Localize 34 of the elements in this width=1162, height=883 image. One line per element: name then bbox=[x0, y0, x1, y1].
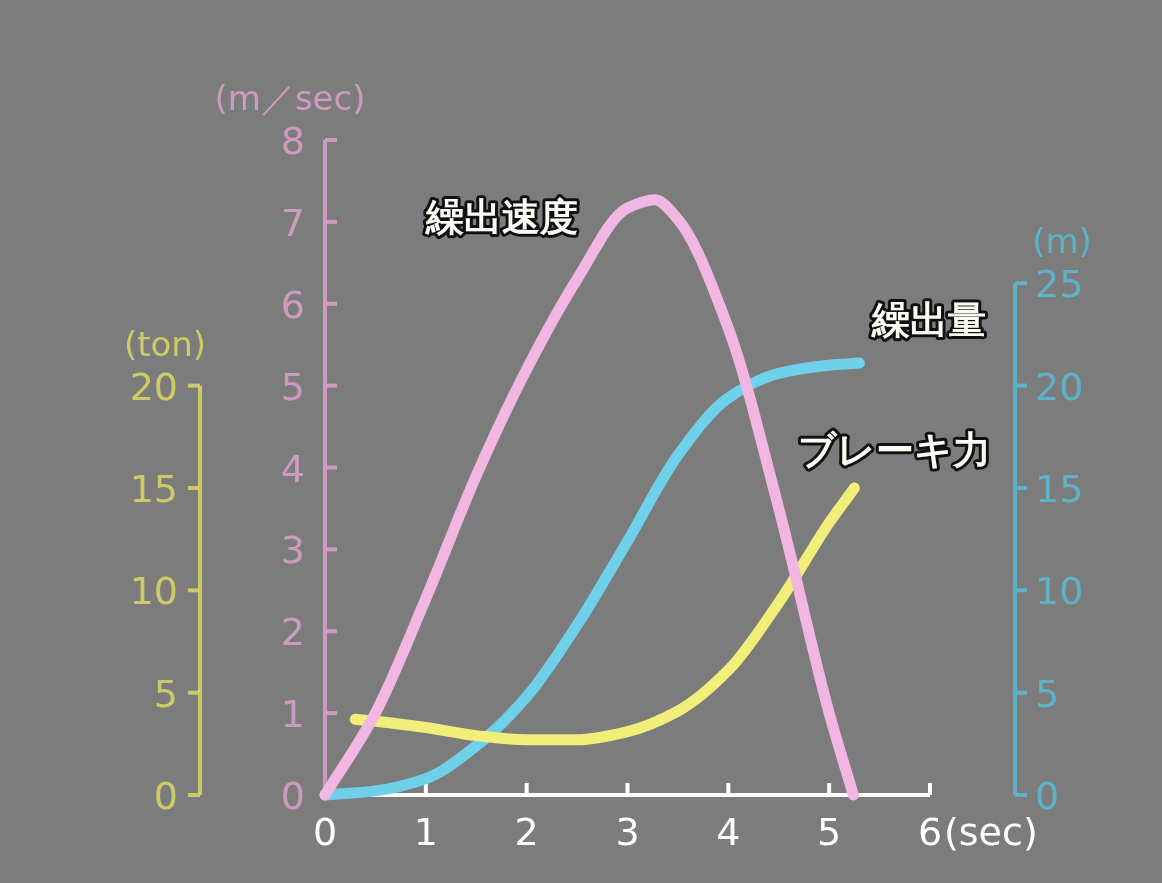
y2-tick-label: 25 bbox=[1035, 262, 1084, 307]
y2-tick-label: 0 bbox=[1035, 774, 1060, 818]
y-tick-label: 8 bbox=[280, 119, 305, 163]
y3-tick-label: 10 bbox=[129, 569, 178, 614]
y2-tick-label: 5 bbox=[1035, 671, 1060, 716]
x-tick-label: 4 bbox=[716, 810, 741, 854]
x-tick-label: 2 bbox=[514, 810, 539, 854]
x-tick-label: 0 bbox=[312, 810, 338, 854]
y3-tick-label: 5 bbox=[153, 671, 178, 716]
y-tick-label: 3 bbox=[280, 528, 305, 573]
y-tick-label: 1 bbox=[280, 692, 305, 737]
y-tick-label: 5 bbox=[280, 364, 305, 409]
x-tick-label: 5 bbox=[817, 810, 842, 854]
y-tick-label: 7 bbox=[280, 200, 305, 245]
y-tick-label: 2 bbox=[280, 610, 305, 655]
y-tick-label: 4 bbox=[280, 446, 305, 491]
y-axis-title: (m／sec) bbox=[214, 78, 366, 118]
series-label: 繰出速度 bbox=[424, 194, 578, 239]
y2-tick-label: 15 bbox=[1035, 466, 1084, 511]
y3-axis-title: (ton) bbox=[123, 323, 207, 364]
y3-tick-label: 0 bbox=[153, 774, 178, 818]
y-tick-label: 0 bbox=[280, 774, 305, 818]
y2-axis-title: (m) bbox=[1032, 221, 1092, 262]
y-tick-label: 6 bbox=[280, 282, 305, 327]
x-axis-title: (sec) bbox=[944, 810, 1038, 854]
series-label: ブレーキ力 bbox=[798, 427, 992, 472]
y2-tick-label: 10 bbox=[1035, 569, 1084, 614]
x-tick-label: 6 bbox=[917, 810, 943, 854]
x-tick-label: 3 bbox=[615, 810, 640, 854]
y2-tick-label: 20 bbox=[1035, 364, 1084, 409]
y3-tick-label: 15 bbox=[129, 466, 178, 511]
x-tick-label: 1 bbox=[413, 810, 438, 854]
series-label: 繰出量 bbox=[871, 298, 987, 343]
y3-tick-label: 20 bbox=[129, 364, 178, 409]
